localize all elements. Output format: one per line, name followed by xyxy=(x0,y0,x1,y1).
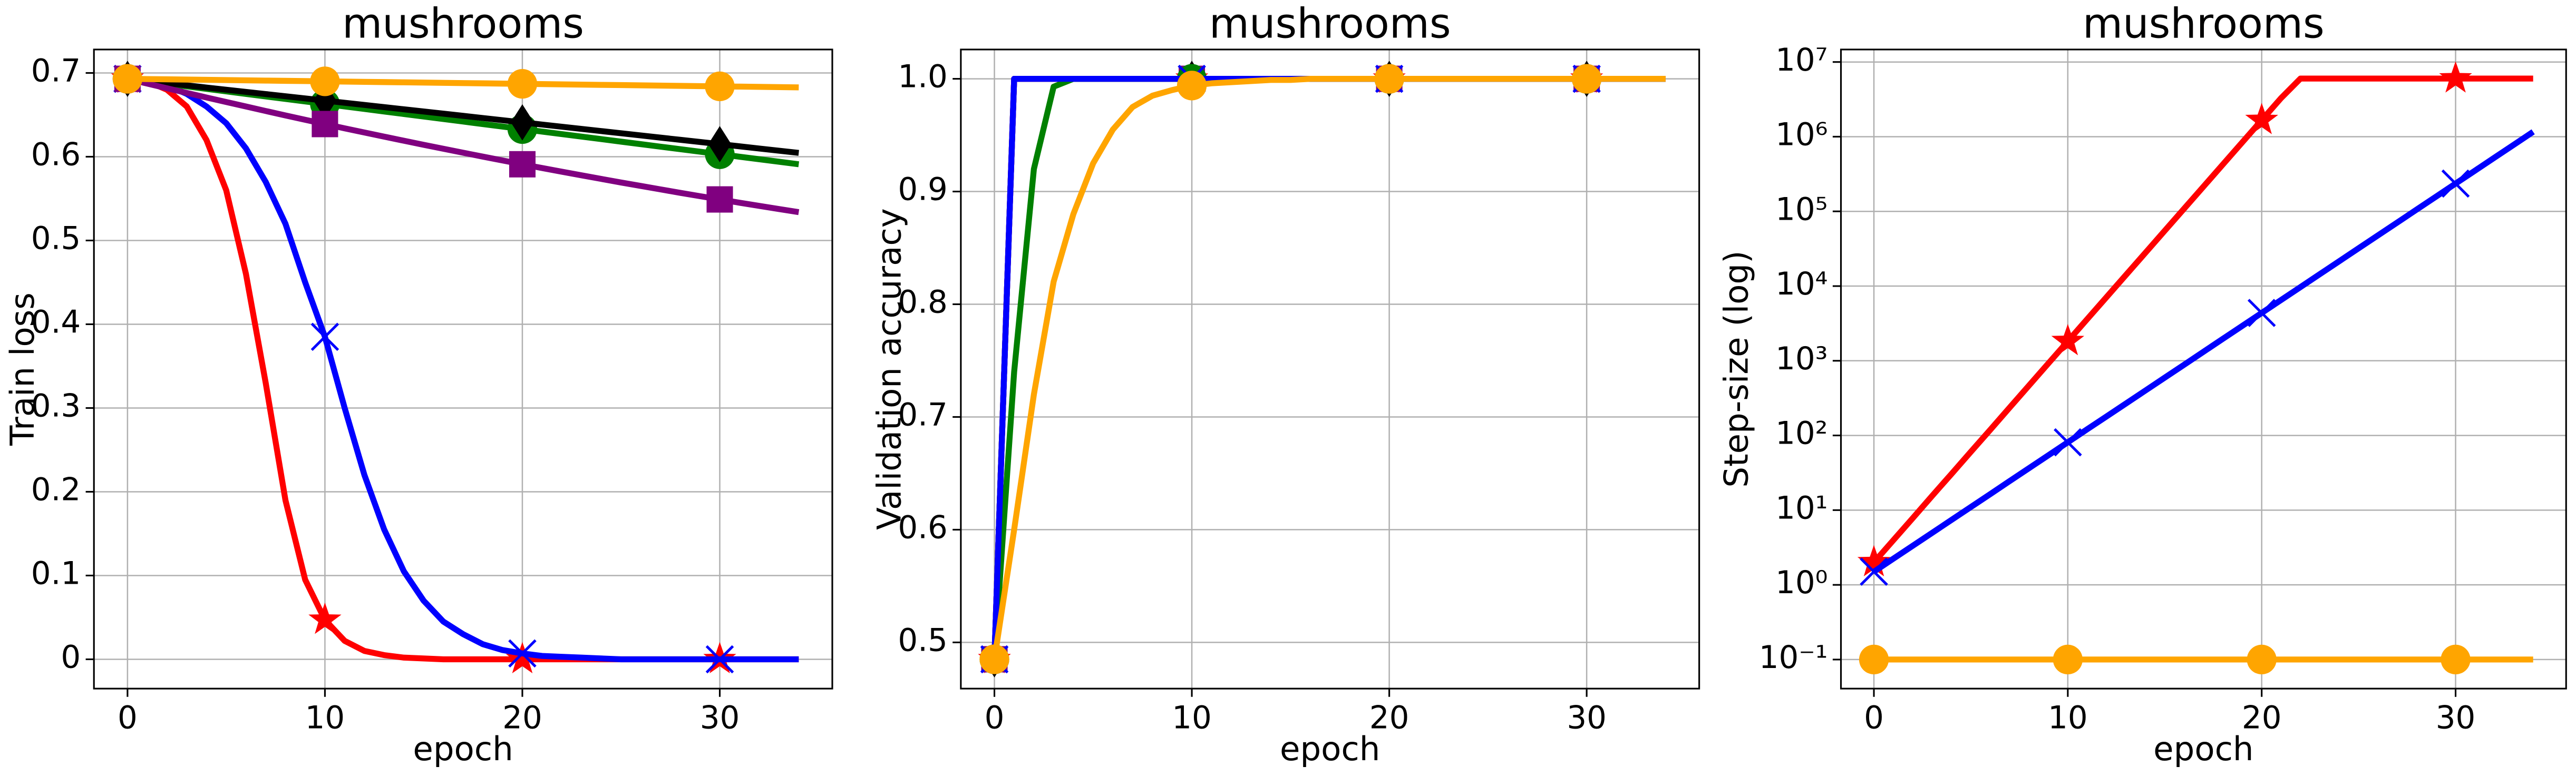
series-line xyxy=(127,76,800,215)
axes-frame xyxy=(93,48,833,690)
x-axis-label: epoch xyxy=(1280,730,1380,768)
y-tick-label: 10⁴ xyxy=(1775,266,1827,302)
y-axis-label: Step-size (log) xyxy=(1717,251,1756,488)
x-tick-label: 20 xyxy=(502,700,542,736)
y-axis-label: Train loss xyxy=(3,292,42,446)
circle-marker xyxy=(2441,644,2471,675)
y-tick-label: 0.9 xyxy=(898,172,947,208)
chart-title: mushrooms xyxy=(342,0,584,48)
x-tick-label: 10 xyxy=(2048,700,2088,736)
x-marker xyxy=(1860,557,1888,586)
series-line xyxy=(127,76,799,663)
y-tick-label: 10⁻¹ xyxy=(1759,640,1828,676)
x-marker xyxy=(2441,169,2470,198)
y-tick-label: 0.3 xyxy=(31,388,81,425)
axes-frame xyxy=(1840,48,2567,690)
star-marker xyxy=(506,642,539,674)
y-tick-label: 10⁵ xyxy=(1775,191,1827,228)
y-tick-label: 0.5 xyxy=(898,623,947,659)
x-tick-label: 0 xyxy=(985,700,1005,736)
x-marker xyxy=(2247,299,2276,327)
circle-marker xyxy=(1374,64,1404,94)
y-tick-label: 10⁶ xyxy=(1775,117,1827,153)
x-tick-label: 20 xyxy=(2242,700,2282,736)
series-line xyxy=(1872,129,2535,574)
circle-marker xyxy=(1859,644,1889,675)
y-tick-label: 0.7 xyxy=(898,397,947,434)
y-tick-label: 0.2 xyxy=(31,472,81,508)
diamond-marker xyxy=(511,104,534,141)
y-tick-label: 10³ xyxy=(1775,341,1827,377)
x-tick-label: 10 xyxy=(305,700,345,736)
circle-marker xyxy=(1177,71,1207,101)
star-marker xyxy=(2439,61,2472,93)
y-tick-label: 0.6 xyxy=(31,137,81,173)
circle-marker xyxy=(2053,644,2083,675)
circle-marker xyxy=(112,64,143,94)
square-marker xyxy=(509,151,536,178)
x-tick-label: 20 xyxy=(1369,700,1409,736)
y-tick-label: 0.1 xyxy=(31,556,81,592)
x-axis-label: epoch xyxy=(2153,730,2253,768)
series-line xyxy=(127,76,799,156)
circle-marker xyxy=(2247,644,2277,675)
star-marker xyxy=(2051,323,2085,356)
series-line xyxy=(1871,75,2533,565)
x-tick-label: 10 xyxy=(1172,700,1212,736)
circle-marker xyxy=(979,644,1009,674)
star-marker xyxy=(308,602,342,634)
axes-frame xyxy=(960,48,1700,690)
series-line xyxy=(127,76,799,663)
x-tick-label: 30 xyxy=(1567,700,1607,736)
y-tick-label: 10⁷ xyxy=(1775,42,1827,78)
y-tick-label: 0.8 xyxy=(898,284,947,321)
chart-title: mushrooms xyxy=(1209,0,1451,48)
y-axis-label: Validation accuracy xyxy=(870,208,909,530)
series-line xyxy=(991,75,1666,660)
circle-marker xyxy=(705,71,735,102)
y-tick-label: 0.7 xyxy=(31,53,81,90)
y-tick-label: 10¹ xyxy=(1775,490,1827,526)
x-marker xyxy=(2054,428,2082,457)
x-tick-label: 0 xyxy=(118,700,138,736)
y-tick-label: 10² xyxy=(1775,416,1827,452)
x-tick-label: 30 xyxy=(2436,700,2476,736)
chart-title: mushrooms xyxy=(2083,0,2325,48)
circle-marker xyxy=(310,66,340,96)
square-marker xyxy=(312,111,338,137)
x-marker xyxy=(508,639,537,668)
x-tick-label: 30 xyxy=(700,700,740,736)
x-marker xyxy=(310,322,339,351)
y-tick-label: 0 xyxy=(61,640,81,676)
x-marker xyxy=(705,645,734,674)
circle-marker xyxy=(507,69,538,99)
y-tick-label: 0.4 xyxy=(31,304,81,341)
circle-marker xyxy=(1571,64,1602,94)
x-tick-label: 0 xyxy=(1864,700,1884,736)
star-marker xyxy=(1857,545,1891,577)
series-line xyxy=(127,75,799,91)
y-tick-label: 10⁰ xyxy=(1775,565,1827,601)
y-tick-label: 0.6 xyxy=(898,510,947,546)
y-tick-label: 1.0 xyxy=(898,59,947,95)
y-tick-label: 0.5 xyxy=(31,221,81,257)
square-marker xyxy=(706,186,733,213)
x-axis-label: epoch xyxy=(413,730,513,768)
star-marker xyxy=(2245,103,2278,134)
